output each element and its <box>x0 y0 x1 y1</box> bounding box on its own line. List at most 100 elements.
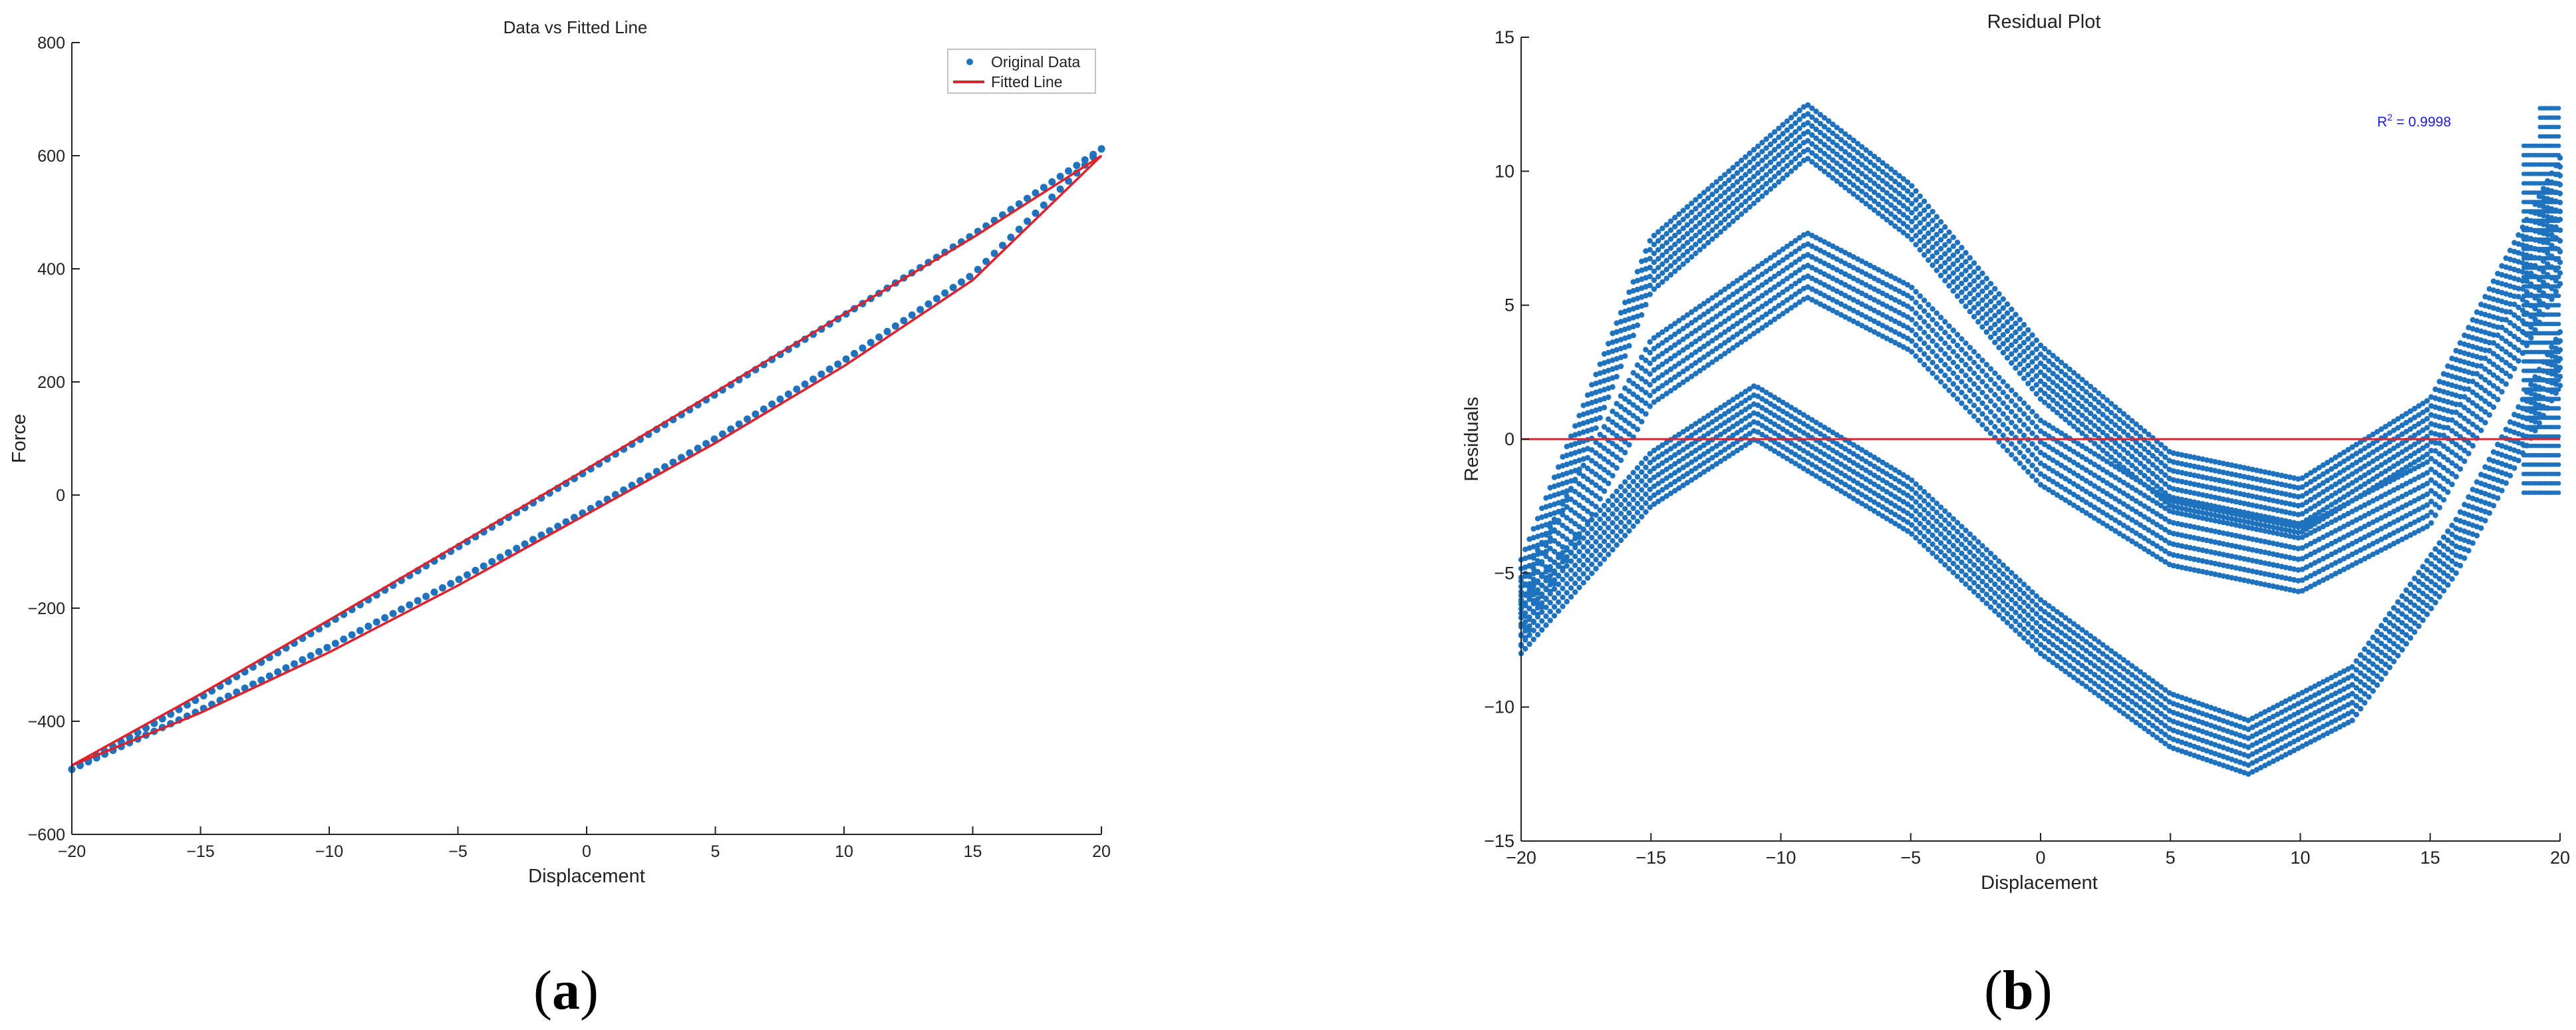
residual-point <box>2378 444 2384 450</box>
original-data-point <box>859 344 867 352</box>
residual-point <box>1942 224 1948 230</box>
residual-point <box>1942 269 1948 275</box>
residual-point <box>2108 454 2114 460</box>
residual-point <box>1618 393 1624 399</box>
x-tick-label: 10 <box>835 842 853 861</box>
residual-point <box>2116 443 2122 449</box>
residual-point <box>1917 202 1923 208</box>
residual-point <box>2486 412 2492 418</box>
residual-point <box>2470 335 2476 341</box>
residual-point <box>1530 636 1536 643</box>
residual-point <box>1534 534 1541 540</box>
residual-point <box>2067 402 2073 408</box>
residual-point <box>1689 236 1695 242</box>
x-tick-label: −20 <box>58 842 86 861</box>
residual-point <box>2033 391 2039 397</box>
residual-point <box>1601 520 1608 526</box>
residual-point <box>1884 163 1890 169</box>
residual-point <box>1556 608 1562 614</box>
residual-point <box>1996 327 2002 333</box>
residual-point <box>1747 186 1753 192</box>
chart-b-data <box>1518 102 2563 777</box>
residual-point <box>1680 369 1686 375</box>
residual-point <box>1610 520 1616 526</box>
residual-point <box>2374 446 2380 452</box>
residual-point <box>2125 432 2131 438</box>
residual-point <box>2403 534 2409 540</box>
y-tick-label: −400 <box>28 713 65 731</box>
original-data-point <box>438 584 446 592</box>
residual-point <box>2399 449 2405 455</box>
residual-point <box>1622 449 1628 456</box>
residual-point <box>1863 174 1869 180</box>
residual-point <box>1743 163 1749 169</box>
residual-point <box>2063 407 2069 414</box>
residual-point <box>2092 432 2098 438</box>
residual-point <box>2004 383 2011 389</box>
residual-point <box>1630 523 1636 529</box>
residual-point <box>1909 317 1915 323</box>
residual-point <box>1979 389 1985 396</box>
residual-point <box>2390 540 2397 547</box>
residual-point <box>1601 424 1608 430</box>
residual-point <box>2021 454 2027 460</box>
residual-point <box>2017 325 2023 331</box>
residual-point <box>1534 516 1541 522</box>
residual-point <box>2266 582 2272 589</box>
residual-point <box>1767 141 1774 148</box>
residual-point <box>1689 218 1695 224</box>
residual-point <box>2067 375 2073 381</box>
x-tick-label: 5 <box>711 842 720 861</box>
residual-point <box>2291 475 2297 481</box>
residual-point <box>2249 484 2255 490</box>
original-data-point <box>677 454 685 462</box>
residual-point <box>1547 484 1553 491</box>
x-tick-label: −15 <box>186 842 214 861</box>
residual-point <box>1584 428 1591 434</box>
residual-point <box>2029 409 2035 415</box>
residual-point <box>1809 114 1815 120</box>
residual-point <box>2071 502 2077 508</box>
residual-point <box>1937 531 1944 537</box>
residual-point <box>2079 421 2085 427</box>
residual-point <box>1672 242 1678 248</box>
residual-point <box>1821 150 1828 157</box>
residual-point <box>1639 294 1645 300</box>
residual-point <box>1983 275 1989 281</box>
residual-point <box>2009 315 2015 321</box>
residual-point <box>1967 549 1973 556</box>
residual-point <box>1601 529 1608 536</box>
residual-point <box>1838 154 1844 160</box>
residual-point <box>2249 502 2255 508</box>
residual-point <box>1917 247 1923 253</box>
residual-point <box>2196 491 2202 497</box>
residual-point <box>2416 456 2422 462</box>
residual-point <box>2495 306 2501 312</box>
residual-point <box>2324 460 2331 466</box>
residual-point <box>2033 445 2039 451</box>
residual-point <box>2303 586 2310 592</box>
residual-point <box>1950 370 1956 377</box>
residual-point <box>2000 305 2006 311</box>
residual-point <box>1813 288 1819 294</box>
residual-point <box>1954 331 1961 338</box>
residual-point <box>2013 627 2019 633</box>
residual-point <box>2100 520 2106 526</box>
residual-point <box>1709 349 1715 355</box>
residual-point <box>2382 432 2388 438</box>
residual-point <box>2257 477 2264 483</box>
residual-point <box>1593 439 1599 445</box>
residual-point <box>2046 403 2052 409</box>
residual-point <box>1655 385 1661 392</box>
residual-point <box>1792 291 1798 297</box>
residual-point <box>2067 366 2073 373</box>
residual-point <box>1713 232 1719 239</box>
residual-point <box>1826 154 1832 160</box>
residual-point <box>1884 325 1890 331</box>
residual-point <box>1647 273 1653 279</box>
residual-point <box>2104 406 2110 413</box>
residual-point <box>1751 331 1757 337</box>
residual-point <box>1900 333 1906 339</box>
residual-point <box>2142 546 2148 552</box>
residual-point <box>1547 591 1553 597</box>
